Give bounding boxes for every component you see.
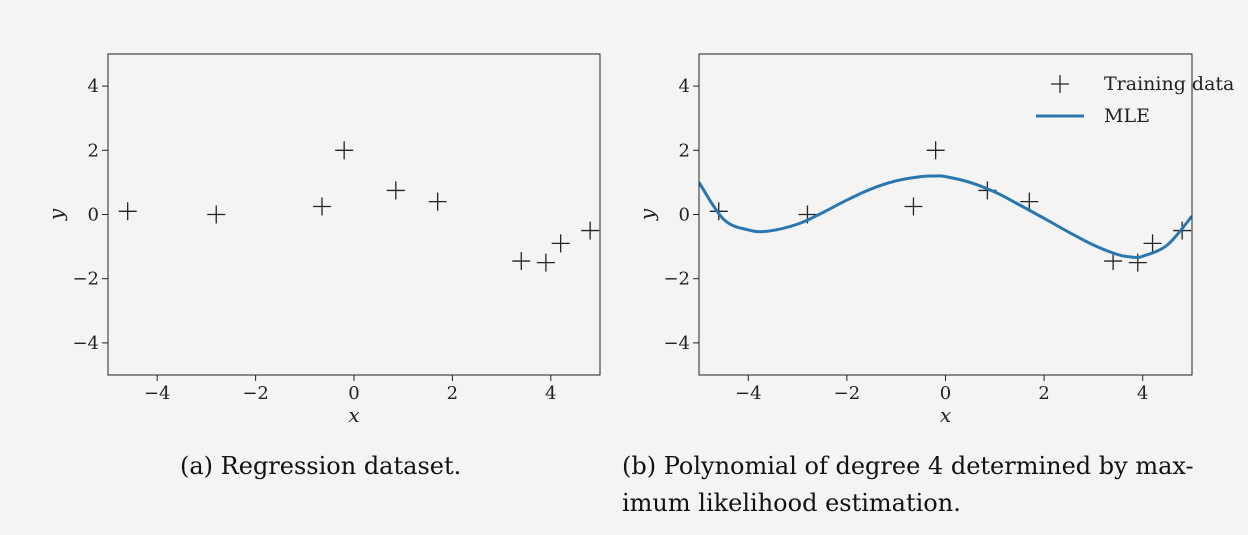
y-tick-label: 4 bbox=[88, 76, 99, 97]
data-point bbox=[1104, 252, 1123, 271]
caption-b: (b) Polynomial of degree 4 determined by… bbox=[622, 448, 1222, 522]
caption-b-line-1: (b) Polynomial of degree 4 determined by… bbox=[622, 452, 1194, 480]
data-point bbox=[1143, 234, 1162, 253]
legend-label: MLE bbox=[1104, 105, 1150, 127]
data-point bbox=[313, 197, 332, 216]
chart-panel-a: −4 −2 0 2 4 −4 −2 0 2 4 x y bbox=[44, 53, 601, 427]
y-axis-label: y bbox=[635, 208, 659, 221]
chart-panel-b: −4 −2 0 2 4 −4 −2 0 2 4 x y Training data MLE bbox=[635, 53, 1234, 427]
x-tick-label: 4 bbox=[1137, 383, 1148, 404]
x-tick-label: 0 bbox=[348, 383, 359, 404]
data-point bbox=[207, 205, 226, 224]
data-point bbox=[118, 202, 137, 221]
data-point bbox=[335, 141, 354, 160]
plot-area bbox=[118, 141, 600, 272]
caption-a: (a) Regression dataset. bbox=[180, 452, 462, 480]
x-tick-label: −4 bbox=[144, 383, 171, 404]
y-tick-label: −2 bbox=[72, 269, 99, 290]
legend-label: Training data bbox=[1104, 73, 1234, 95]
caption-b-line-2: imum likelihood estimation. bbox=[622, 489, 961, 517]
legend: Training data MLE bbox=[1036, 73, 1234, 127]
x-tick-label: 2 bbox=[447, 383, 458, 404]
y-tick-label: −4 bbox=[663, 333, 690, 354]
x-tick-label: 2 bbox=[1038, 383, 1049, 404]
y-tick-label: 4 bbox=[679, 76, 690, 97]
data-point bbox=[551, 234, 570, 253]
x-tick-label: 4 bbox=[545, 383, 556, 404]
y-tick-label: 0 bbox=[679, 205, 690, 226]
x-tick-label: −2 bbox=[834, 383, 861, 404]
y-tick-label: 2 bbox=[88, 140, 99, 161]
data-point bbox=[1020, 192, 1039, 211]
axes-frame bbox=[107, 53, 601, 376]
data-point bbox=[581, 221, 600, 240]
data-point bbox=[512, 252, 531, 271]
x-axis-label: x bbox=[348, 403, 359, 427]
y-tick-label: −4 bbox=[72, 333, 99, 354]
y-tick-label: 2 bbox=[679, 140, 690, 161]
y-tick-label: −2 bbox=[663, 269, 690, 290]
x-tick-label: −2 bbox=[242, 383, 269, 404]
mle-curve bbox=[699, 174, 1192, 260]
data-point bbox=[536, 253, 555, 272]
x-tick-label: 0 bbox=[940, 383, 951, 404]
data-point bbox=[904, 197, 923, 216]
y-tick-label: 0 bbox=[88, 205, 99, 226]
data-point bbox=[428, 192, 447, 211]
y-axis-label: y bbox=[44, 208, 68, 221]
plot-area bbox=[699, 141, 1192, 272]
x-axis-label: x bbox=[940, 403, 951, 427]
x-tick-label: −4 bbox=[735, 383, 762, 404]
data-point bbox=[926, 141, 945, 160]
legend-plus-marker bbox=[1051, 75, 1069, 93]
axes-frame bbox=[698, 53, 1193, 376]
data-point bbox=[386, 181, 405, 200]
